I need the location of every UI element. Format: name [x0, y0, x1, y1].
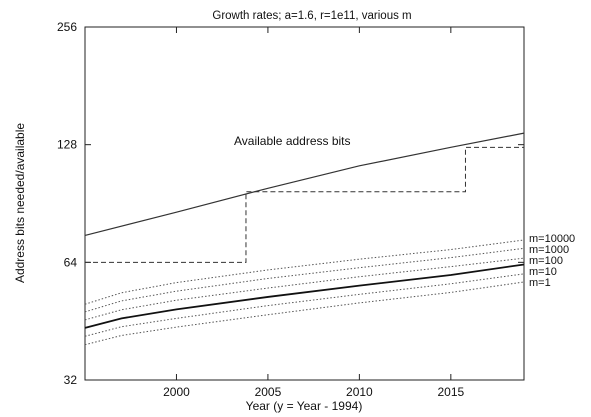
chart-title: Growth rates; a=1.6, r=1e11, various m [212, 10, 411, 22]
series-label: m=1000 [529, 244, 569, 256]
series-line-m-10000 [84, 239, 525, 305]
x-tick-label: 2005 [255, 385, 282, 399]
x-tick-label: 2000 [163, 385, 190, 399]
x-axis-label: Year (y = Year - 1994) [246, 399, 363, 413]
x-tick-label: 2010 [346, 385, 373, 399]
series-line-m-10 [84, 263, 525, 329]
available-bits-annotation: Available address bits [234, 134, 351, 148]
series-line-unlabeled-1 [85, 146, 524, 263]
y-tick-label: 64 [64, 255, 78, 269]
series-label: m=10000 [529, 233, 575, 245]
series-line-m-1000 [84, 247, 525, 313]
series-line-m-100 [84, 257, 525, 321]
y-tick-label: 32 [64, 373, 78, 387]
series-label: m=100 [529, 255, 563, 267]
y-tick-label: 256 [57, 20, 77, 34]
series-line-available-address-bits [84, 132, 525, 236]
y-tick-label: 128 [57, 138, 77, 152]
axis-ticks: 2000 2005 2010 2015 32 64 128 256 [57, 20, 524, 399]
series-line-unlabeled-7 [84, 281, 525, 346]
y-axis-label: Address bits needed/available [13, 123, 27, 283]
series-layer [84, 132, 525, 346]
series-label: m=1 [529, 277, 551, 289]
series-line-m-1 [84, 273, 525, 337]
plot-frame [84, 26, 525, 381]
series-label: m=10 [529, 266, 557, 278]
x-tick-label: 2015 [437, 385, 464, 399]
